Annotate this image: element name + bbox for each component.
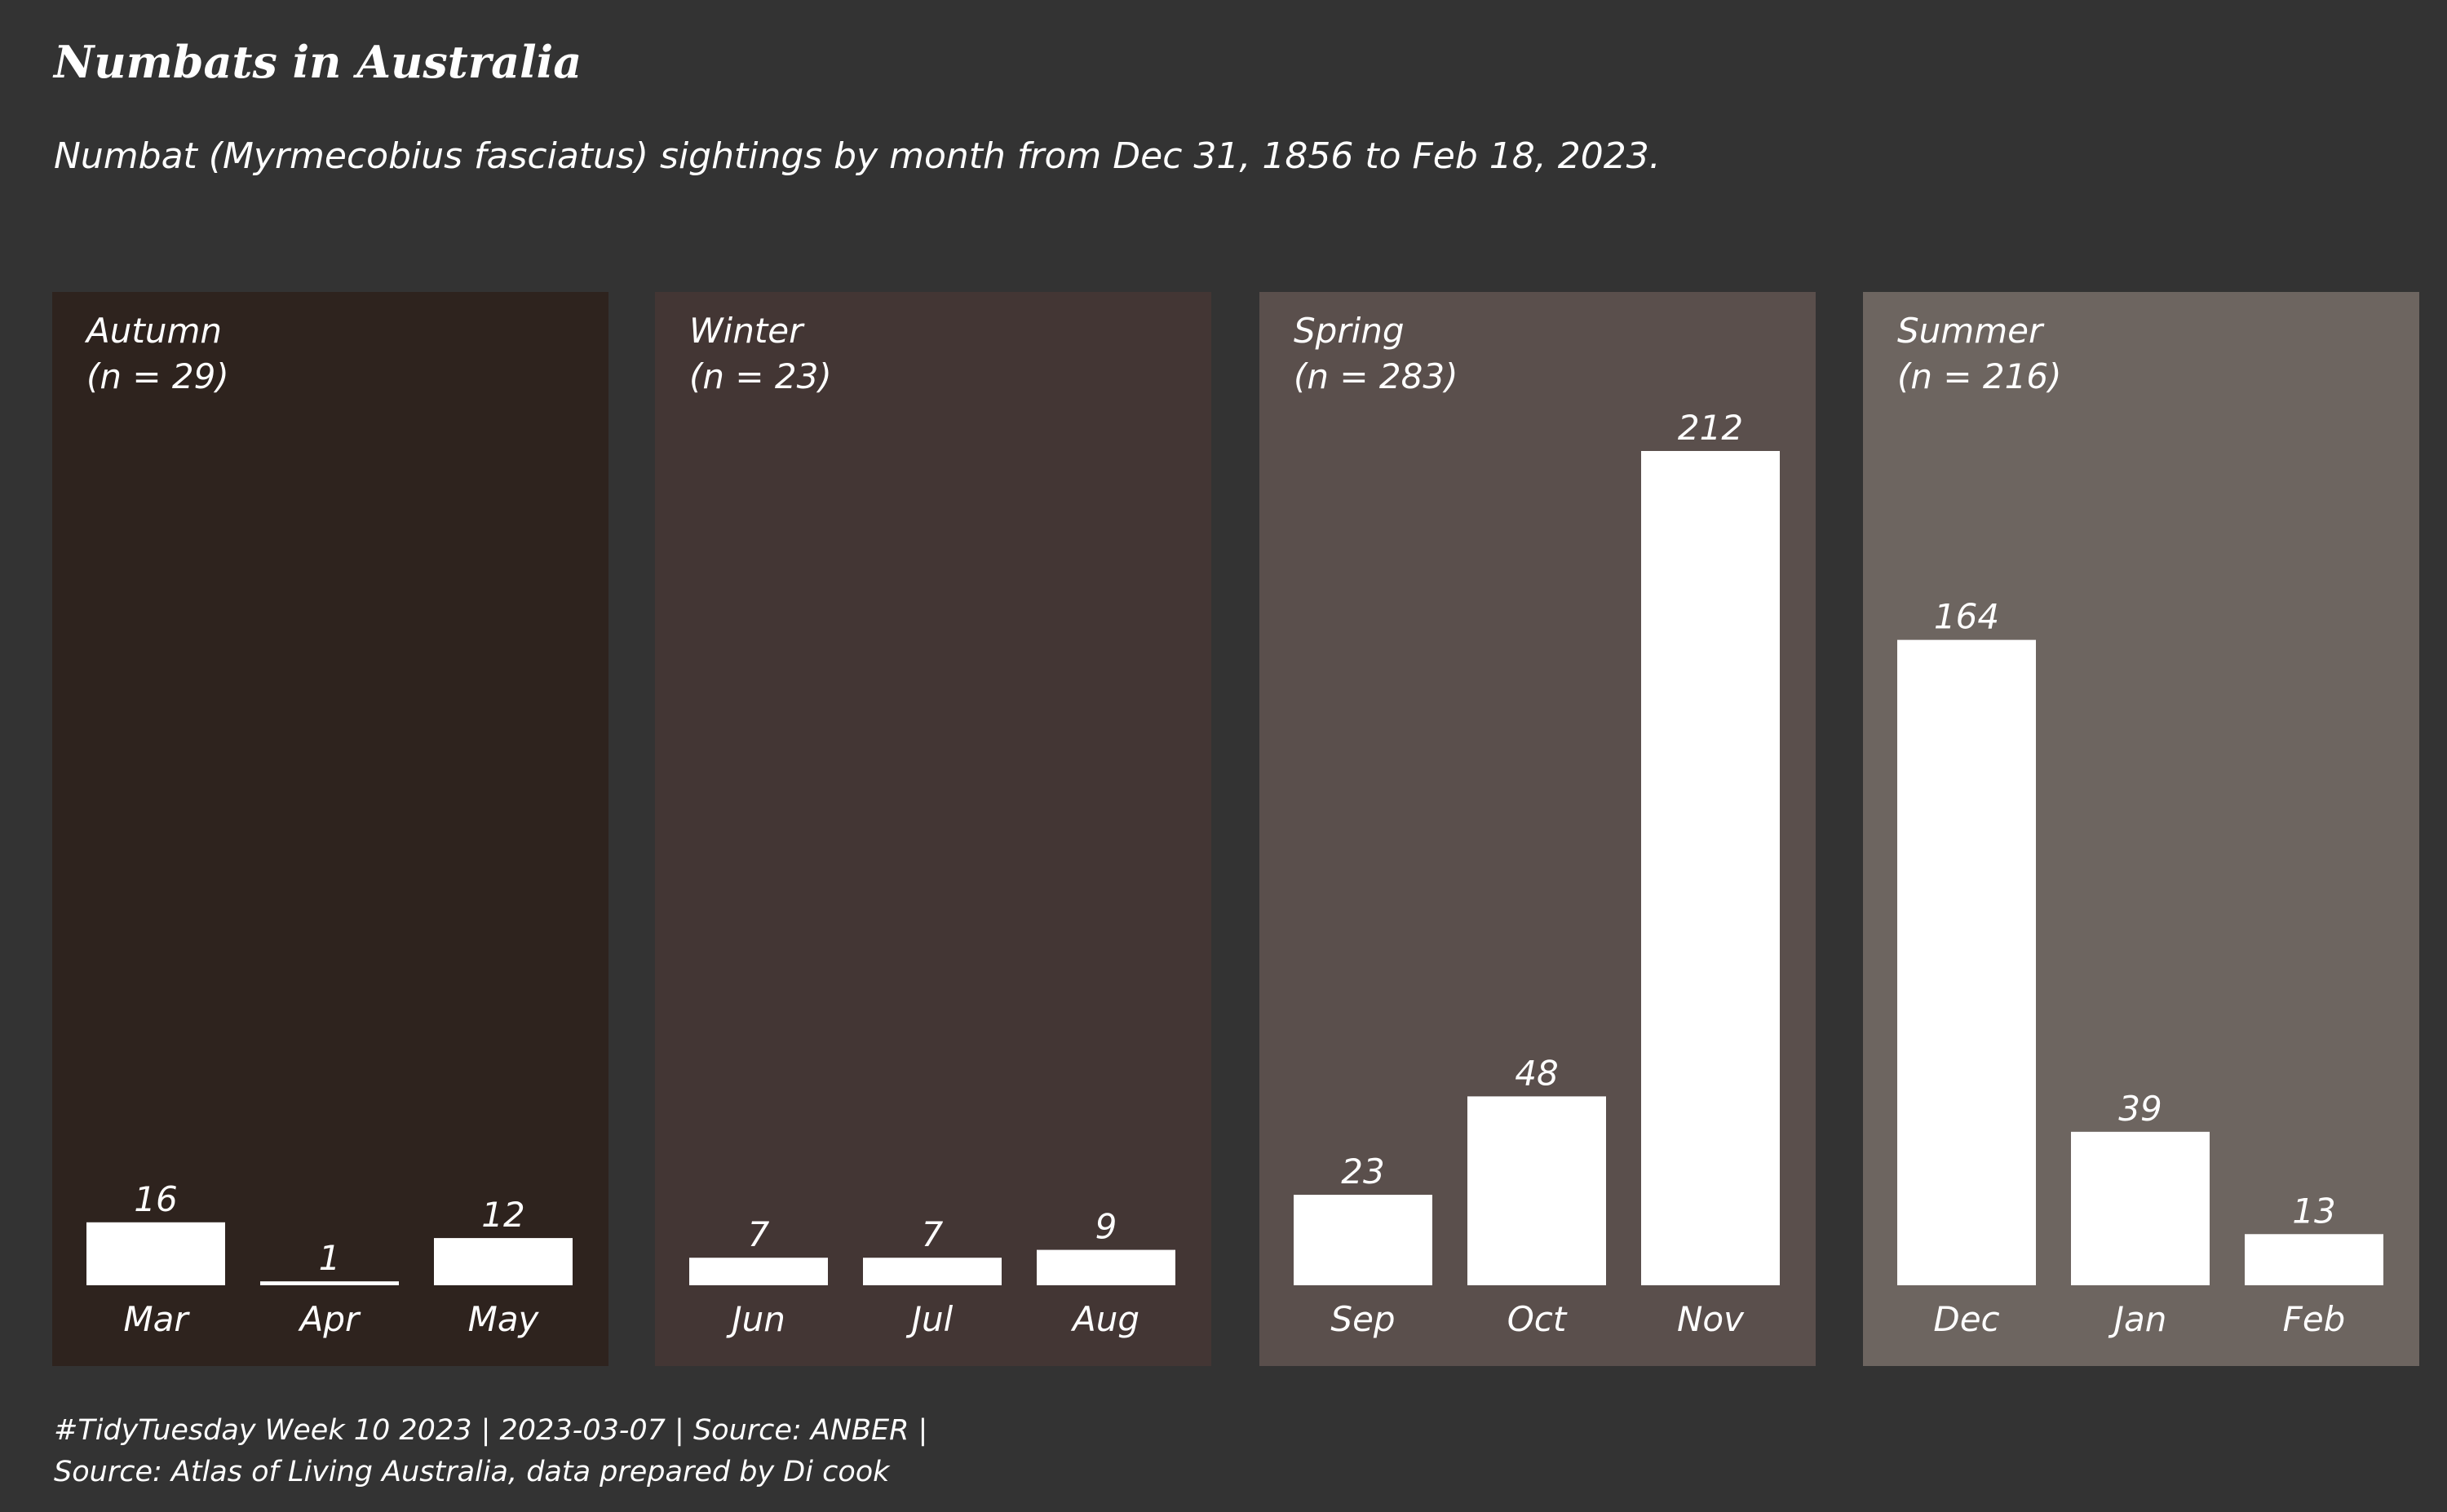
bar-label-jan: 39 — [2118, 1089, 2162, 1129]
bar-label-nov: 212 — [1678, 408, 1743, 448]
bar-jan — [2071, 1131, 2210, 1285]
tick-label-nov: Nov — [1677, 1299, 1745, 1339]
chart-title: Numbats in Australia — [54, 36, 582, 88]
bar-label-mar: 16 — [134, 1179, 177, 1219]
tick-label-sep: Sep — [1330, 1299, 1395, 1339]
bar-oct — [1467, 1096, 1606, 1285]
bar-feb — [2245, 1234, 2383, 1285]
bar-label-dec: 164 — [1934, 597, 1999, 637]
bar-label-may: 12 — [481, 1195, 524, 1235]
panel-title-autumn: Autumn — [84, 311, 222, 351]
tick-label-mar: Mar — [123, 1299, 190, 1339]
tick-label-jan: Jan — [2108, 1299, 2167, 1339]
bar-mar — [86, 1222, 225, 1285]
tick-label-jun: Jun — [726, 1299, 785, 1339]
bar-label-aug: 9 — [1095, 1207, 1117, 1247]
panel-title-summer: Summer — [1897, 311, 2045, 351]
bar-label-jul: 7 — [922, 1214, 944, 1254]
bar-label-sep: 23 — [1341, 1152, 1384, 1191]
panel-title-spring: Spring — [1294, 311, 1405, 351]
panel-title-winter: Winter — [689, 311, 805, 351]
bar-sep — [1294, 1195, 1432, 1285]
tick-label-jul: Jul — [906, 1299, 954, 1339]
chart-subtitle: Numbat (Myrmecobius fasciatus) sightings… — [54, 135, 1661, 177]
bar-label-apr: 1 — [319, 1238, 341, 1278]
panel-count-autumn: (n = 29) — [86, 356, 229, 396]
bar-nov — [1641, 451, 1780, 1285]
panel-autumn — [52, 292, 608, 1366]
bar-label-feb: 13 — [2292, 1191, 2335, 1231]
tick-label-aug: Aug — [1070, 1299, 1139, 1339]
panel-winter — [655, 292, 1211, 1366]
panel-count-summer: (n = 216) — [1897, 356, 2061, 396]
caption-line-2: Source: Atlas of Living Australia, data … — [54, 1456, 890, 1488]
tick-label-dec: Dec — [1933, 1299, 1999, 1339]
bar-apr — [260, 1281, 399, 1285]
bar-aug — [1037, 1249, 1175, 1285]
tick-label-feb: Feb — [2283, 1299, 2346, 1339]
panel-count-winter: (n = 23) — [689, 356, 832, 396]
tick-label-may: May — [468, 1299, 540, 1339]
panel-count-spring: (n = 283) — [1294, 356, 1458, 396]
bar-may — [434, 1238, 573, 1285]
bar-jul — [863, 1258, 1002, 1285]
caption-line-1: #TidyTuesday Week 10 2023 | 2023-03-07 |… — [54, 1414, 928, 1447]
bar-dec — [1897, 639, 2036, 1285]
bar-label-oct: 48 — [1515, 1053, 1558, 1093]
bar-label-jun: 7 — [748, 1214, 770, 1254]
tick-label-apr: Apr — [298, 1299, 361, 1339]
bar-jun — [689, 1258, 828, 1285]
tick-label-oct: Oct — [1507, 1299, 1568, 1339]
